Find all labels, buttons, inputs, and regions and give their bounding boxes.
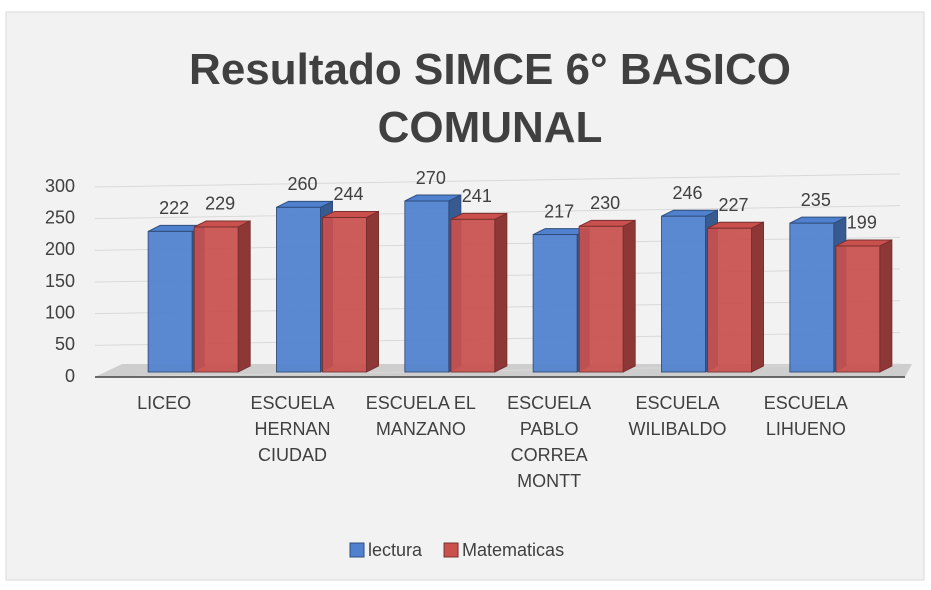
bar [835, 245, 881, 373]
grid-line [94, 205, 901, 220]
bar [450, 218, 496, 373]
y-tick-label: 200 [45, 239, 75, 259]
y-tick-label: 100 [45, 302, 75, 322]
x-tick-label: ESCUELA HERNAN CIUDAD [250, 393, 334, 465]
data-label: 217 [544, 201, 574, 221]
x-tick-label: ESCUELA LIHUENO [764, 393, 848, 439]
bar [661, 215, 706, 373]
bar [789, 222, 835, 373]
data-label: 246 [672, 183, 702, 203]
data-label: 222 [159, 198, 189, 218]
y-tick-label: 250 [45, 207, 75, 227]
bar [147, 230, 193, 373]
data-label: 241 [462, 186, 492, 206]
data-label: 260 [287, 174, 317, 194]
bar [193, 226, 239, 373]
legend-swatch [349, 542, 365, 558]
grid-line [94, 173, 901, 188]
data-label: 229 [205, 194, 235, 214]
x-tick-label: LICEO [137, 393, 191, 413]
legend-label: Matematicas [462, 540, 564, 560]
bar-side [494, 212, 508, 373]
x-tick-label: ESCUELA PABLO CORREA MONTT [507, 393, 591, 491]
data-label: 227 [718, 195, 748, 215]
x-tick-label: ESCUELA EL MANZANO [366, 393, 476, 439]
y-tick-label: 150 [45, 271, 75, 291]
legend-swatch [443, 542, 459, 558]
y-tick-label: 300 [45, 176, 75, 196]
data-label: 270 [416, 168, 446, 188]
bar-side [751, 221, 764, 373]
bar-side [366, 210, 379, 373]
bar [276, 206, 321, 373]
data-label: 199 [847, 213, 877, 233]
bar-side [879, 239, 893, 373]
x-tick-label: ESCUELA WILIBALDO [628, 393, 726, 439]
bar [707, 227, 752, 373]
bar [322, 216, 367, 373]
data-label: 235 [801, 190, 831, 210]
data-label: 244 [333, 184, 363, 204]
bar-side [237, 220, 251, 373]
y-tick-label: 0 [65, 366, 75, 386]
bar [532, 234, 578, 373]
chart-title: Resultado SIMCE 6° BASICO COMUNAL [189, 45, 791, 152]
bar-side [622, 219, 636, 373]
bar [404, 200, 450, 373]
bar [578, 225, 624, 373]
data-label: 230 [590, 193, 620, 213]
y-tick-label: 50 [55, 334, 75, 354]
legend-label: lectura [368, 540, 423, 560]
